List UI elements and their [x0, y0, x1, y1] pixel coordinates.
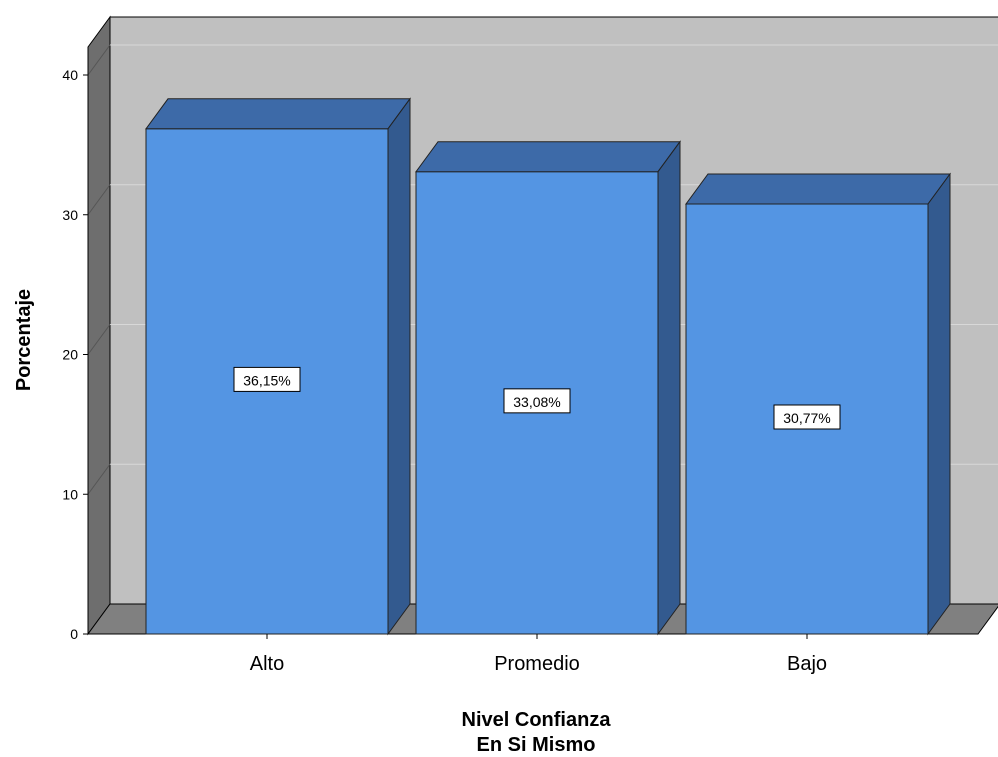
gridline-side: [87, 463, 111, 495]
x-category-bajo: Bajo: [787, 653, 827, 675]
data-label-promedio: 33,08%: [503, 388, 571, 414]
x-category-promedio: Promedio: [494, 653, 580, 675]
data-label-box: [233, 366, 301, 392]
y-tick-label: 40: [62, 67, 78, 83]
bars: [145, 97, 951, 636]
y-tick-label: 20: [62, 347, 78, 363]
data-labels: 36,15% 33,08% 30,77%: [233, 366, 841, 430]
side-wall: [87, 15, 111, 636]
bar-side-bajo: [927, 172, 951, 636]
y-tick-label: 30: [62, 207, 78, 223]
y-tick-label: 10: [62, 486, 78, 502]
x-axis-categories: Alto Promedio Bajo: [250, 634, 827, 675]
y-axis-ticks: 0 10 20 30 40: [62, 47, 89, 642]
gridline-side: [87, 324, 111, 355]
data-label-text: 36,15%: [243, 372, 290, 388]
gridline-side: [87, 44, 111, 76]
data-label-bajo: 30,77%: [773, 404, 841, 430]
x-category-alto: Alto: [250, 653, 284, 675]
data-label-text: 30,77%: [783, 410, 830, 426]
bar-top-bajo: [685, 173, 951, 205]
data-label-alto: 36,15%: [233, 366, 301, 392]
bar-top-promedio: [415, 141, 681, 173]
gridline-side: [87, 184, 111, 216]
bar-side-promedio: [657, 140, 681, 636]
bar-top-alto: [145, 98, 411, 130]
x-axis-title-line-2: En Si Mismo: [477, 734, 596, 756]
data-label-box: [773, 404, 841, 430]
x-axis-title-line-1: Nivel Confianza: [462, 709, 612, 731]
data-label-text: 33,08%: [513, 394, 560, 410]
data-label-box: [503, 388, 571, 414]
y-axis-title: Porcentaje: [13, 289, 35, 391]
y-tick-label: 0: [70, 626, 78, 642]
bar-side-alto: [387, 97, 411, 636]
